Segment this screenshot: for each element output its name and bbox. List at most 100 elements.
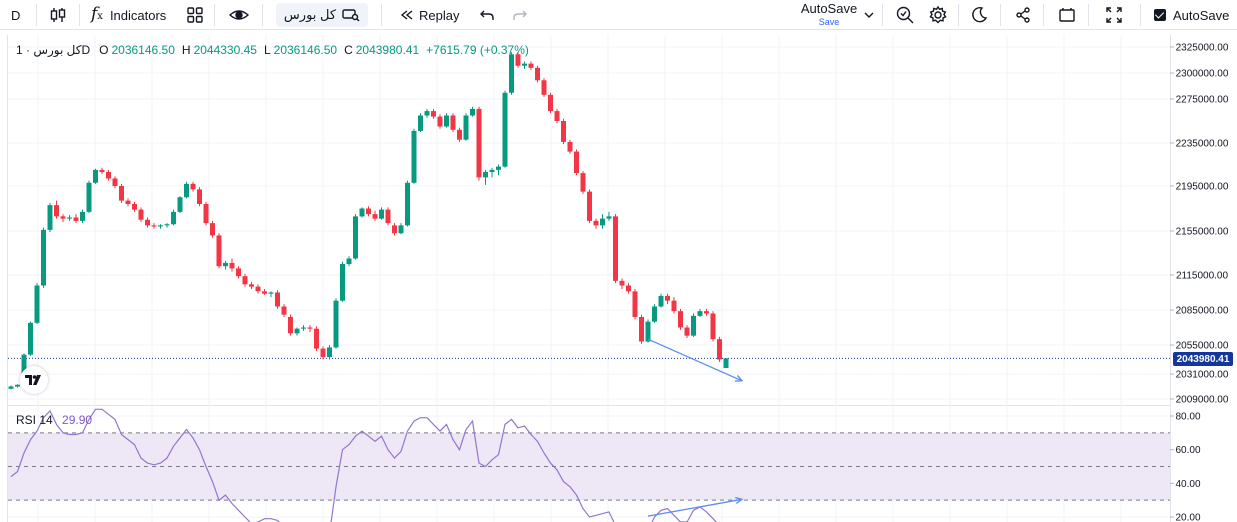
visibility-button[interactable] bbox=[228, 0, 250, 30]
candle-body bbox=[496, 166, 501, 170]
candle bbox=[177, 196, 183, 213]
toolbar-divider bbox=[36, 4, 37, 26]
candle-body bbox=[164, 224, 170, 226]
rsi-name[interactable]: RSI 14 bbox=[16, 413, 53, 427]
candle bbox=[138, 207, 144, 222]
settings-button[interactable] bbox=[928, 0, 948, 30]
low-key: L bbox=[263, 43, 271, 57]
replay-icon bbox=[400, 10, 413, 20]
candle bbox=[314, 326, 319, 352]
candle-body bbox=[431, 111, 436, 117]
arrow-head bbox=[735, 496, 744, 504]
indicators-button[interactable]: fx Indicators bbox=[91, 0, 166, 30]
price-axis-label: 2009000.00 bbox=[1176, 395, 1229, 406]
autosave-toggle[interactable]: AutoSave bbox=[1154, 0, 1229, 30]
candle-body bbox=[242, 276, 248, 285]
moon-icon bbox=[972, 6, 988, 23]
candle-body bbox=[606, 216, 612, 219]
candle bbox=[262, 289, 267, 295]
rsi-legend: RSI 14 29.90 bbox=[16, 413, 92, 427]
candle-body bbox=[372, 214, 378, 219]
candle-body bbox=[190, 183, 196, 190]
candle-style-button[interactable] bbox=[49, 0, 67, 30]
trend-line bbox=[647, 338, 743, 382]
replay-button[interactable]: Replay bbox=[400, 0, 459, 30]
candle-body bbox=[632, 291, 638, 317]
candle-body bbox=[249, 284, 254, 287]
trend-drawings[interactable] bbox=[647, 338, 744, 517]
fullscreen-icon bbox=[1106, 7, 1122, 23]
candle bbox=[366, 206, 371, 217]
fullscreen-button[interactable] bbox=[1105, 0, 1123, 30]
price-axis[interactable] bbox=[1170, 35, 1237, 522]
price-axis-label: 2275000.00 bbox=[1176, 95, 1229, 106]
candle-body bbox=[379, 209, 384, 219]
autosave-menu-button[interactable]: AutoSave Save bbox=[796, 1, 862, 29]
autosave-toggle-label: AutoSave bbox=[1173, 7, 1230, 23]
candle-body bbox=[28, 322, 33, 355]
interval-button[interactable]: D bbox=[11, 0, 25, 30]
snapshot-button[interactable] bbox=[1058, 0, 1076, 30]
eye-icon bbox=[228, 10, 250, 20]
toolbar-divider bbox=[1088, 4, 1089, 26]
candle-body bbox=[184, 183, 189, 198]
price-axis-label: 2325000.00 bbox=[1176, 43, 1229, 54]
candle bbox=[112, 176, 118, 189]
candle-body bbox=[587, 191, 592, 221]
replay-label: Replay bbox=[419, 7, 460, 23]
top-toolbar: D fx Indicators کل بورس Replay bbox=[0, 0, 1237, 30]
theme-toggle-button[interactable] bbox=[970, 0, 988, 30]
candle bbox=[223, 260, 228, 270]
candle bbox=[626, 283, 631, 294]
candle-body bbox=[502, 92, 508, 167]
toolbar-divider bbox=[214, 4, 215, 26]
rsi-value: 29.90 bbox=[62, 413, 93, 427]
candle-body bbox=[424, 111, 430, 116]
autosave-dropdown[interactable] bbox=[864, 0, 874, 30]
tradingview-logo[interactable] bbox=[20, 366, 48, 394]
candle bbox=[145, 217, 150, 228]
rsi-line bbox=[10, 408, 718, 522]
templates-button[interactable] bbox=[186, 0, 204, 30]
open-value: 2036146.50 bbox=[111, 43, 175, 57]
autosave-status: Save bbox=[818, 17, 840, 27]
candle-body bbox=[80, 211, 85, 221]
candle bbox=[125, 198, 131, 207]
symbol-title[interactable]: کل بورس · 1D bbox=[16, 43, 91, 57]
toolbar-divider bbox=[1043, 4, 1044, 26]
candle bbox=[73, 214, 79, 224]
candle bbox=[34, 283, 40, 324]
candle bbox=[567, 139, 573, 154]
candle-body bbox=[411, 130, 417, 183]
candle-body bbox=[450, 115, 456, 130]
arrow-head bbox=[734, 375, 744, 382]
pane-divider[interactable] bbox=[7, 405, 1170, 406]
interval-label: D bbox=[11, 7, 21, 23]
open-key: O bbox=[99, 43, 109, 57]
share-button[interactable] bbox=[1014, 0, 1032, 30]
rsi-axis-label: 80.00 bbox=[1175, 412, 1200, 423]
candle bbox=[41, 227, 46, 288]
candle bbox=[541, 78, 547, 97]
candle-body bbox=[301, 327, 306, 329]
candle-body bbox=[567, 141, 573, 152]
toolbar-divider bbox=[262, 4, 263, 26]
candle bbox=[613, 214, 618, 284]
candle bbox=[210, 220, 215, 238]
redo-button[interactable] bbox=[512, 0, 528, 30]
candle-body bbox=[444, 115, 449, 127]
candle-body bbox=[54, 205, 59, 217]
toolbar-divider bbox=[958, 4, 959, 26]
symbol-search-button[interactable]: کل بورس bbox=[276, 3, 368, 27]
compare-search-icon bbox=[342, 9, 360, 22]
candle bbox=[704, 308, 709, 316]
undo-button[interactable] bbox=[479, 0, 495, 30]
candle bbox=[359, 207, 365, 218]
quick-search-button[interactable] bbox=[895, 0, 915, 30]
candle-body bbox=[385, 209, 391, 224]
candle bbox=[15, 384, 20, 388]
candle-body bbox=[41, 229, 46, 286]
candle-body bbox=[158, 225, 163, 227]
undo-icon bbox=[480, 10, 494, 20]
